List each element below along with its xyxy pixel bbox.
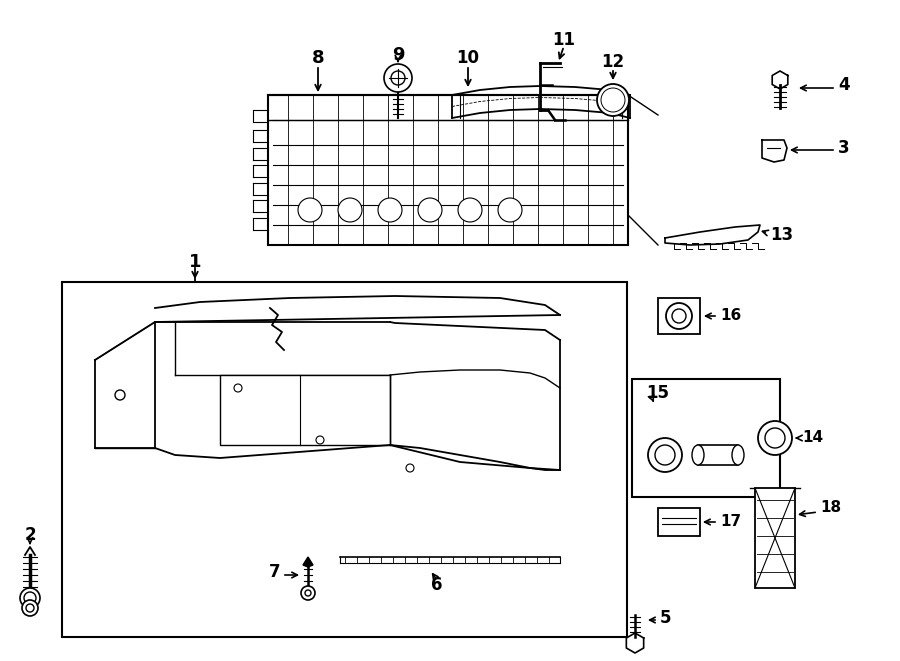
- Circle shape: [115, 390, 125, 400]
- Text: 3: 3: [838, 139, 850, 157]
- Circle shape: [22, 600, 38, 616]
- Text: 18: 18: [820, 500, 842, 516]
- Text: 8: 8: [311, 49, 324, 67]
- Bar: [268, 95, 628, 245]
- Circle shape: [301, 586, 315, 600]
- Circle shape: [378, 198, 402, 222]
- Circle shape: [458, 198, 482, 222]
- Text: 17: 17: [720, 514, 741, 529]
- Circle shape: [384, 64, 412, 92]
- Circle shape: [648, 438, 682, 472]
- Circle shape: [655, 445, 675, 465]
- Bar: [698, 445, 738, 465]
- Circle shape: [406, 464, 414, 472]
- Circle shape: [24, 592, 36, 604]
- Text: 10: 10: [456, 49, 480, 67]
- Circle shape: [758, 421, 792, 455]
- Text: 11: 11: [553, 31, 575, 49]
- Bar: [62, 282, 627, 637]
- Text: 7: 7: [268, 563, 280, 581]
- Circle shape: [305, 590, 311, 596]
- Bar: [755, 488, 795, 588]
- Circle shape: [316, 436, 324, 444]
- Bar: [658, 508, 700, 536]
- Circle shape: [298, 198, 322, 222]
- Bar: [632, 379, 780, 497]
- Text: 13: 13: [770, 226, 793, 244]
- Circle shape: [765, 428, 785, 448]
- Text: 4: 4: [838, 76, 850, 94]
- Circle shape: [338, 198, 362, 222]
- Circle shape: [666, 303, 692, 329]
- Circle shape: [418, 198, 442, 222]
- Ellipse shape: [732, 445, 744, 465]
- Circle shape: [597, 84, 629, 116]
- Ellipse shape: [692, 445, 704, 465]
- Text: 16: 16: [720, 309, 742, 323]
- Text: 2: 2: [24, 526, 36, 544]
- Circle shape: [234, 384, 242, 392]
- Text: 6: 6: [431, 576, 443, 594]
- Text: 1: 1: [189, 253, 202, 271]
- Text: 12: 12: [601, 53, 625, 71]
- Circle shape: [601, 88, 625, 112]
- Polygon shape: [303, 557, 313, 567]
- Text: 9: 9: [392, 46, 404, 64]
- Text: 5: 5: [660, 609, 671, 627]
- Circle shape: [605, 92, 621, 108]
- Circle shape: [498, 198, 522, 222]
- Circle shape: [672, 309, 686, 323]
- Bar: [220, 375, 390, 445]
- Text: 14: 14: [802, 430, 824, 446]
- Circle shape: [20, 588, 40, 608]
- Text: 15: 15: [646, 384, 669, 402]
- Circle shape: [391, 71, 405, 85]
- Circle shape: [26, 604, 34, 612]
- Bar: [658, 298, 700, 334]
